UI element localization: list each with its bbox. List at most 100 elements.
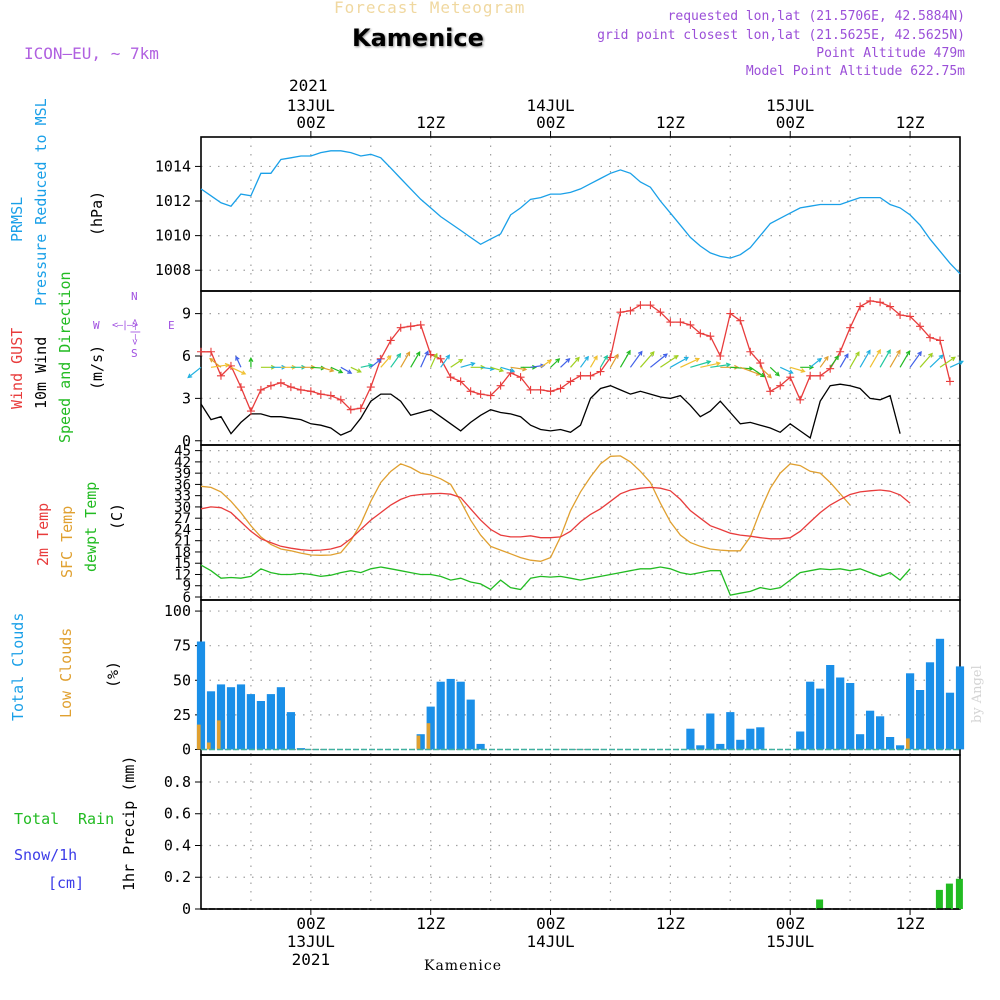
- total-clouds-label: Total Clouds: [9, 612, 27, 721]
- wind-direction-arrowhead: [241, 370, 247, 375]
- wind-gust-marker: [276, 378, 285, 387]
- chart-title: Forecast Meteogram: [334, 0, 526, 17]
- total-clouds-bar: [236, 684, 246, 750]
- wind-gust-marker: [766, 387, 775, 396]
- total-clouds-bar: [826, 665, 835, 750]
- clouds-ytick-label: 75: [173, 637, 191, 655]
- wind-direction-arrowhead: [458, 358, 464, 364]
- wind-direction-arrow: [849, 351, 860, 368]
- station-name: Kamenice: [352, 24, 484, 52]
- wind-direction-arrow: [660, 355, 679, 368]
- wind-direction-arrowhead: [855, 351, 860, 357]
- top-time-label: 12Z: [896, 113, 925, 132]
- bottom-time-label: 12Z: [416, 914, 445, 933]
- wind-direction-arrowhead: [433, 352, 438, 358]
- wind-gust-marker: [716, 351, 725, 360]
- top-year: 2021: [289, 76, 328, 95]
- wind-direction-arrow: [790, 366, 805, 373]
- wind-direction-arrowhead: [683, 356, 689, 362]
- low-clouds-label: Low Clouds: [57, 627, 75, 718]
- wind-gust-marker: [896, 311, 905, 320]
- wind-direction-arrow: [460, 362, 475, 368]
- wind-direction-arrowhead: [809, 364, 815, 370]
- wind-gust-marker: [566, 377, 575, 386]
- wind-gust-marker: [696, 329, 705, 338]
- wind-gust-marker: [726, 309, 735, 318]
- wind-direction-arrow: [809, 358, 822, 368]
- wind-gust-marker: [736, 316, 745, 325]
- bottom-time-label: 12Z: [896, 914, 925, 933]
- top-time-label: 15JUL: [766, 96, 814, 115]
- wind-direction-arrow: [759, 366, 772, 379]
- wind-gust-marker: [356, 404, 365, 413]
- wind-gust-marker: [366, 383, 375, 392]
- wind-direction-arrowhead: [509, 367, 516, 373]
- wind-direction-arrow: [859, 350, 871, 368]
- wind-direction-arrow: [749, 366, 765, 378]
- clouds-ytick-label: 100: [164, 602, 191, 620]
- wind-gust-marker: [296, 385, 305, 394]
- wind-direction-arrowhead: [824, 355, 829, 361]
- precip-ytick-label: 0: [182, 900, 191, 918]
- wind-direction-arrowhead: [844, 353, 849, 359]
- wind-gust-marker: [446, 373, 455, 382]
- wind-direction-arrowhead: [760, 372, 766, 378]
- wind-direction-arrow: [320, 366, 334, 372]
- low-clouds-bar: [906, 738, 910, 750]
- total-clouds-bar: [806, 681, 815, 750]
- temp-dewpt-label: dewpt Temp: [82, 481, 100, 572]
- total-clouds-bar: [436, 681, 445, 750]
- top-time-label: 00Z: [776, 113, 805, 132]
- wind-gust-marker: [326, 391, 335, 400]
- wind-direction-arrow: [609, 354, 619, 368]
- wind-gust-marker: [926, 333, 935, 342]
- total-clouds-bar: [706, 713, 715, 750]
- credit-label: by Angel: [970, 665, 985, 723]
- wind-direction-arrowhead: [767, 373, 773, 379]
- temp-2m-label: 2m Temp: [34, 502, 52, 566]
- temperature-ytick-label: 33: [174, 489, 191, 505]
- wind-direction-arrow: [740, 366, 761, 376]
- wind-gust-marker: [606, 353, 615, 362]
- wind-direction-arrowhead: [522, 366, 528, 372]
- wind-direction-arrow: [235, 356, 242, 368]
- wind-direction-arrow: [330, 366, 343, 374]
- precip-snow-label: Snow/1h: [14, 846, 78, 864]
- wind-direction-arrow: [619, 350, 631, 368]
- total-clouds-bar: [756, 727, 765, 750]
- top-time-label: 00Z: [296, 113, 325, 132]
- wind-gust-marker: [236, 383, 245, 392]
- total-clouds-bar: [935, 638, 945, 750]
- wind-gust-marker: [406, 322, 415, 331]
- bottom-time-label: 13JUL: [287, 932, 335, 951]
- wind-direction-arrow: [209, 358, 222, 368]
- temperature-ytick-label: 18: [174, 545, 191, 561]
- wind-gust-marker: [706, 332, 715, 341]
- wind-gust-marker: [216, 371, 225, 380]
- wind-direction-arrowhead: [694, 357, 701, 363]
- wind-direction-arrow: [839, 353, 849, 368]
- rain-bar: [945, 883, 953, 909]
- total-clouds-bar: [906, 673, 915, 750]
- precip-total-label: Total: [14, 810, 60, 828]
- wind-gust-marker: [316, 390, 325, 399]
- wind-ytick-label: 6: [182, 347, 191, 365]
- wind-direction-arrowhead: [800, 368, 806, 373]
- t2m-line: [200, 486, 911, 552]
- wind-gust-marker: [876, 298, 885, 307]
- wind-direction-arrow: [380, 355, 392, 368]
- wind-gust-marker: [826, 364, 835, 373]
- wind-direction-arrow: [500, 366, 515, 372]
- low-clouds-bar: [206, 742, 211, 750]
- wind-gust-marker: [776, 381, 785, 390]
- wind-direction-arrow: [350, 366, 362, 373]
- compass-north: N: [131, 290, 138, 303]
- temperature-ytick-label: 15: [174, 556, 191, 572]
- wind-gust-marker: [666, 318, 675, 327]
- wind-direction-arrowhead: [209, 357, 215, 363]
- wind-direction-arrowhead: [584, 355, 589, 361]
- wind-direction-arrowhead: [816, 357, 823, 363]
- temperature-ytick-label: 24: [174, 522, 191, 538]
- precip-ytick-label: 0.6: [164, 805, 191, 823]
- total-clouds-bar: [416, 734, 425, 750]
